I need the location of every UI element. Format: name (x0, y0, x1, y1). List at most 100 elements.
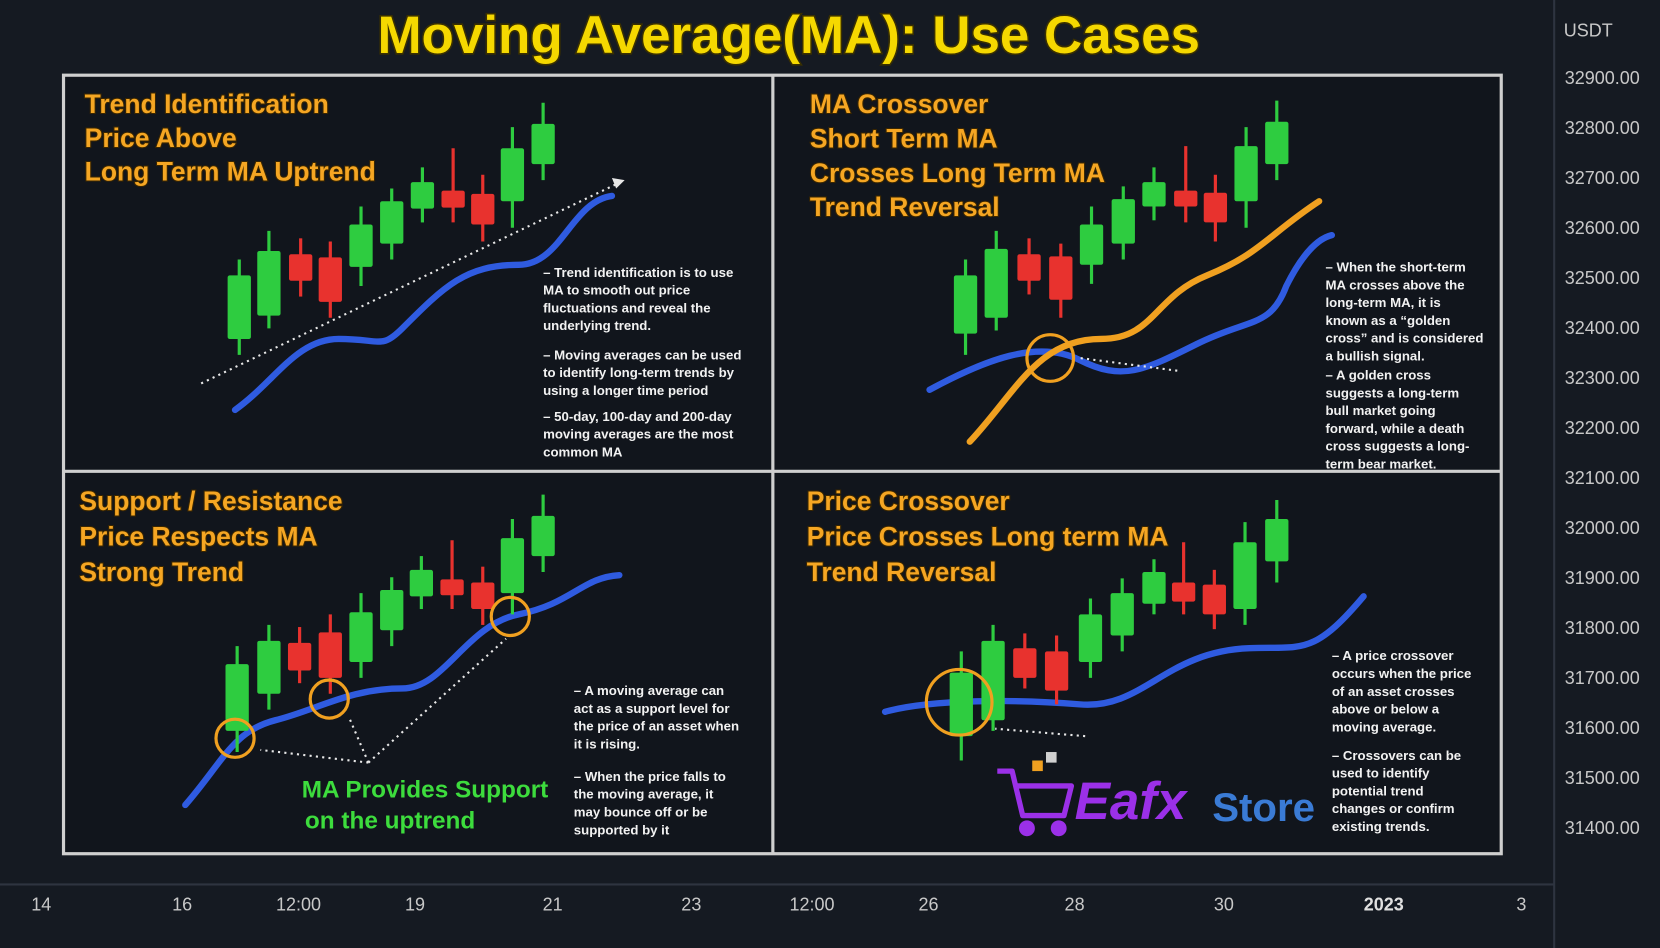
candle-body (981, 640, 1005, 721)
candle-body (409, 569, 434, 597)
time-label: 30 (1214, 894, 1234, 914)
panel-heading: Price Crossover (807, 486, 1010, 516)
candle-body (380, 589, 404, 631)
candle-body (287, 642, 312, 671)
price-label: 32100.00 (1565, 468, 1640, 488)
ma-line (231, 192, 616, 414)
candle-body (1233, 542, 1257, 610)
price-label: 32500.00 (1565, 268, 1640, 288)
panel-note: moving averages are the most (543, 427, 734, 442)
panel-heading: Short Term MA (810, 123, 998, 153)
price-label: 32600.00 (1565, 218, 1640, 238)
candle-body (1171, 582, 1196, 602)
candle-body (318, 632, 342, 678)
highlight-circle (214, 717, 256, 759)
panel-note: fluctuations and reveal the (543, 300, 710, 315)
price-label: 32700.00 (1565, 168, 1640, 188)
candle-body (257, 640, 281, 694)
panel-note: – When the short-term (1325, 259, 1465, 274)
candle-body (1265, 519, 1289, 562)
candle-body (227, 275, 251, 339)
panel-heading: Price Crosses Long term MA (807, 522, 1169, 552)
panel-heading: Price Above (85, 123, 237, 153)
panel-note: underlying trend. (543, 318, 651, 333)
brand-suffix: Store (1212, 785, 1315, 830)
candles (225, 100, 1289, 761)
candle-body (318, 257, 342, 302)
candle-body (531, 123, 555, 165)
panel-note: – Trend identification is to use (543, 265, 733, 280)
candle-body (257, 251, 281, 316)
axis-unit: USDT (1564, 21, 1613, 41)
price-label: 31500.00 (1565, 768, 1640, 788)
price-label: 31900.00 (1565, 568, 1640, 588)
panel-heading: Price Respects MA (79, 522, 317, 552)
panel-note: term bear market. (1325, 456, 1436, 471)
time-label: 3 (1516, 894, 1526, 914)
panel-heading: Long Term MA Uptrend (85, 157, 376, 187)
panel-note: – A price crossover (1332, 648, 1454, 663)
panel-note: known as a “golden (1325, 313, 1450, 328)
panel-note: common MA (543, 444, 623, 459)
panel-note: the price of an asset when (574, 719, 739, 734)
candle-body (1142, 182, 1166, 207)
price-label: 32300.00 (1565, 368, 1640, 388)
price-label: 32900.00 (1565, 68, 1640, 88)
candle-body (349, 224, 373, 267)
panel-note: a bullish signal. (1325, 348, 1424, 363)
panel-note: MA to smooth out price (543, 283, 690, 298)
time-label: 2023 (1364, 894, 1404, 914)
candle-body (440, 579, 464, 596)
panel-note: it is rising. (574, 737, 640, 752)
panel-note: occurs when the price (1332, 666, 1472, 681)
price-label: 31400.00 (1565, 818, 1640, 838)
pointer (995, 727, 1086, 738)
candle-body (1142, 571, 1166, 604)
panel-heading: Crosses Long Term MA (810, 158, 1105, 188)
panel-note: supported by it (574, 822, 670, 837)
panel-note: – When the price falls to (574, 769, 726, 784)
cart-icon (997, 752, 1075, 837)
panel-note: – 50-day, 100-day and 200-day (543, 409, 732, 424)
panel-note: using a longer time period (543, 383, 708, 398)
candle-body (1078, 614, 1103, 662)
panel-note: above or below a (1332, 702, 1440, 717)
panel-note: – A golden cross (1325, 368, 1431, 383)
pointer (260, 637, 507, 764)
highlight-circle (308, 678, 350, 720)
price-label: 32200.00 (1565, 418, 1640, 438)
panel-note: to identify long-term trends by (543, 365, 735, 380)
panel-note: bull market going (1325, 403, 1435, 418)
candle-body (1203, 192, 1228, 223)
panel-note: long-term MA, it is (1325, 295, 1440, 310)
panel-note: cross suggests a long- (1325, 439, 1469, 454)
panel-note: existing trends. (1332, 819, 1430, 834)
panel-note: act as a support level for (574, 701, 730, 716)
panel-note: of an asset crosses (1332, 684, 1455, 699)
candle-body (410, 182, 435, 209)
candle-body (225, 664, 249, 731)
candle-body (500, 538, 525, 594)
time-label: 12:00 (790, 894, 835, 914)
price-label: 32400.00 (1565, 318, 1640, 338)
frame (61, 73, 1503, 856)
panel-note: potential trend (1332, 783, 1424, 798)
panel-note: cross” and is considered (1325, 331, 1483, 346)
price-label: 31800.00 (1565, 618, 1640, 638)
candle-body (471, 582, 495, 610)
panel-note: – Moving averages can be used (543, 347, 741, 362)
candle-body (1202, 584, 1226, 615)
time-label: 14 (31, 894, 51, 914)
time-label: 19 (405, 894, 425, 914)
trend-line (200, 181, 621, 385)
panel-note: changes or confirm (1332, 801, 1455, 816)
highlight-circle (1025, 333, 1076, 383)
panel-heading: MA Crossover (810, 89, 988, 119)
annotation: MA Provides Support (302, 777, 549, 804)
time-label: 21 (543, 894, 563, 914)
ma-line (182, 571, 623, 809)
panel-heading: Strong Trend (79, 557, 244, 587)
time-label: 12:00 (276, 894, 321, 914)
price-label: 31700.00 (1565, 668, 1640, 688)
